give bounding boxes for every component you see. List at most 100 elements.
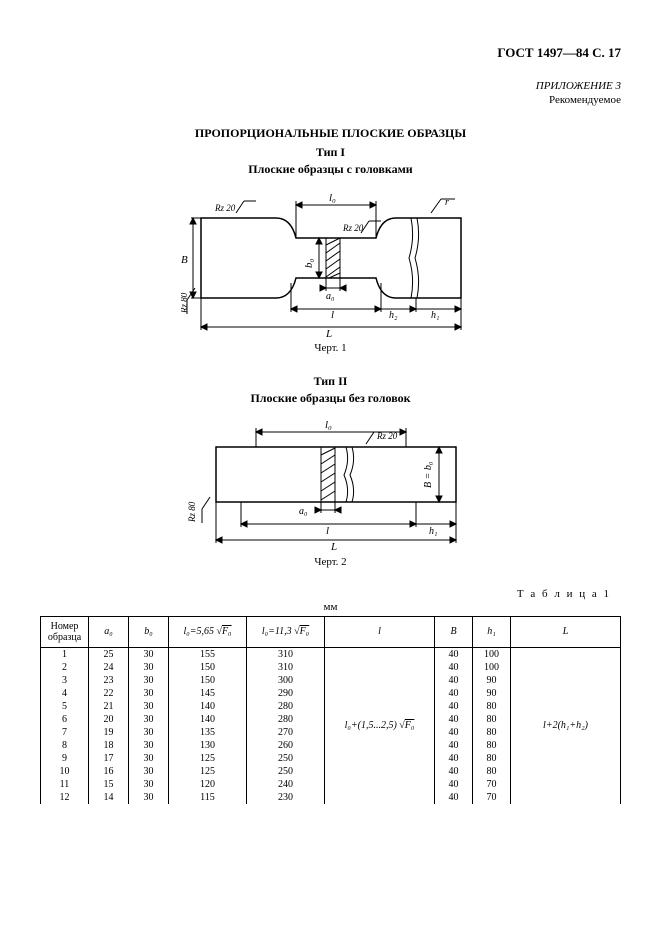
table-cell: 4: [41, 687, 89, 700]
table-cell: 90: [473, 687, 511, 700]
table-cell: 30: [129, 713, 169, 726]
page-header: ГОСТ 1497—84 С. 17: [40, 45, 621, 61]
fig1-desc: Плоские образцы с головками: [40, 162, 621, 177]
table-cell: 30: [129, 647, 169, 661]
fig2-desc: Плоские образцы без головок: [40, 391, 621, 406]
fig2-type: Тип II: [40, 374, 621, 389]
label-h2: h₂: [389, 310, 398, 321]
table-cell: 80: [473, 700, 511, 713]
table-cell: 18: [89, 739, 129, 752]
label2-l: l: [326, 525, 329, 537]
col-B: B: [435, 616, 473, 647]
table-cell: 30: [129, 752, 169, 765]
label-l: l: [331, 309, 334, 321]
label2-a0: a₀: [299, 506, 308, 517]
data-table: Номер образца a₀ b₀ l₀=5,65 F₀ l₀=11,3 F…: [40, 616, 621, 804]
table-cell: 150: [169, 661, 247, 674]
table-cell: 250: [247, 752, 325, 765]
table-cell: 80: [473, 739, 511, 752]
label-h1: h₁: [431, 310, 439, 321]
table-cell: 310: [247, 661, 325, 674]
table-label: Т а б л и ц а 1: [40, 588, 621, 600]
main-title: ПРОПОРЦИОНАЛЬНЫЕ ПЛОСКИЕ ОБРАЗЦЫ: [40, 126, 621, 141]
table-cell: 140: [169, 700, 247, 713]
table-cell: 23: [89, 674, 129, 687]
table-cell: 40: [435, 647, 473, 661]
table-cell: 80: [473, 713, 511, 726]
table-cell: 9: [41, 752, 89, 765]
fig2-caption: Черт. 2: [40, 556, 621, 568]
label-r: r: [445, 197, 449, 208]
label-L: L: [325, 328, 332, 338]
col-a0: a₀: [89, 616, 129, 647]
table-cell: 30: [129, 700, 169, 713]
table-cell: 155: [169, 647, 247, 661]
table-cell: 30: [129, 687, 169, 700]
label-rz20b: Rz 20: [342, 223, 364, 233]
table-cell: 80: [473, 752, 511, 765]
table-cell: 40: [435, 791, 473, 804]
label-l0: l₀: [329, 192, 336, 204]
table-cell: 25: [89, 647, 129, 661]
table-l-formula: l₀+(1,5...2,5) F₀: [325, 647, 435, 804]
table-cell: 12: [41, 791, 89, 804]
label-rz20: Rz 20: [214, 203, 236, 213]
appendix-block: ПРИЛОЖЕНИЕ 3 Рекомендуемое: [40, 79, 621, 108]
table-unit: мм: [40, 601, 621, 613]
table-cell: 7: [41, 726, 89, 739]
table-cell: 135: [169, 726, 247, 739]
table-cell: 5: [41, 700, 89, 713]
table-cell: 40: [435, 752, 473, 765]
table-cell: 14: [89, 791, 129, 804]
label-rz80: Rz 80: [181, 292, 189, 314]
col-num: Номер образца: [41, 616, 89, 647]
table-cell: 20: [89, 713, 129, 726]
label2-l0: l₀: [325, 419, 332, 431]
label2-L: L: [330, 541, 337, 552]
table-cell: 22: [89, 687, 129, 700]
table-cell: 40: [435, 739, 473, 752]
table-cell: 40: [435, 674, 473, 687]
table-cell: 310: [247, 647, 325, 661]
label2-Bb0: B = b₀: [423, 461, 434, 488]
figure-1: Rz 20 Rz 20 r Rz 80 l₀: [40, 183, 621, 338]
col-b0: b₀: [129, 616, 169, 647]
col-l0a: l₀=5,65 F₀: [169, 616, 247, 647]
table-cell: 145: [169, 687, 247, 700]
label2-h1: h₁: [429, 526, 437, 537]
figure-2: Rz 20 Rz 80 l₀ B = b₀: [40, 412, 621, 552]
table-cell: 250: [247, 765, 325, 778]
col-l: l: [325, 616, 435, 647]
table-cell: 15: [89, 778, 129, 791]
table-cell: 125: [169, 752, 247, 765]
label2-rz80: Rz 80: [187, 501, 197, 523]
table-cell: 100: [473, 647, 511, 661]
table-cell: 3: [41, 674, 89, 687]
appendix-note: Рекомендуемое: [40, 93, 621, 107]
table-cell: 125: [169, 765, 247, 778]
table-cell: 100: [473, 661, 511, 674]
table-cell: 40: [435, 713, 473, 726]
fig1-caption: Черт. 1: [40, 342, 621, 354]
table-cell: 150: [169, 674, 247, 687]
table-cell: 40: [435, 700, 473, 713]
table-cell: 17: [89, 752, 129, 765]
table-cell: 140: [169, 713, 247, 726]
table-cell: 30: [129, 765, 169, 778]
table-cell: 30: [129, 674, 169, 687]
table-cell: 290: [247, 687, 325, 700]
table-cell: 16: [89, 765, 129, 778]
table-cell: 280: [247, 700, 325, 713]
table-cell: 10: [41, 765, 89, 778]
table-cell: 115: [169, 791, 247, 804]
table-cell: 40: [435, 687, 473, 700]
col-h1: h₁: [473, 616, 511, 647]
table-cell: 30: [129, 778, 169, 791]
appendix-num: ПРИЛОЖЕНИЕ 3: [40, 79, 621, 93]
table-cell: 30: [129, 791, 169, 804]
table-cell: 280: [247, 713, 325, 726]
table-cell: 6: [41, 713, 89, 726]
table-cell: 30: [129, 726, 169, 739]
table-cell: 24: [89, 661, 129, 674]
table-cell: 1: [41, 647, 89, 661]
